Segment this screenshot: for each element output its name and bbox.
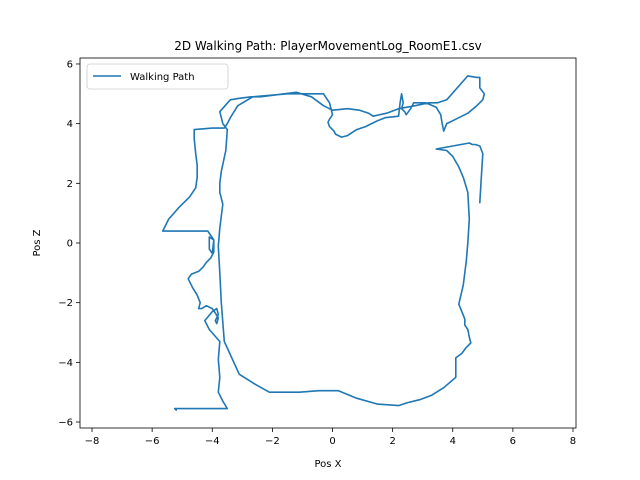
x-tick-label: −6: [145, 436, 160, 447]
x-tick-label: 4: [450, 436, 456, 447]
x-tick-label: 6: [510, 436, 516, 447]
x-axis: −8 −6 −4 −2 0 2 4 6 8: [85, 428, 576, 447]
x-tick-label: −2: [265, 436, 280, 447]
y-tick-label: 4: [67, 119, 73, 130]
plot-area: [161, 75, 486, 411]
x-tick-label: −8: [85, 436, 100, 447]
x-tick-label: 2: [389, 436, 395, 447]
x-tick-label: 8: [570, 436, 576, 447]
y-tick-label: 6: [67, 59, 73, 70]
legend: Walking Path: [86, 63, 229, 90]
x-tick-label: 0: [329, 436, 335, 447]
y-tick-label: −6: [58, 418, 73, 429]
y-tick-label: 2: [67, 179, 73, 190]
x-tick-label: −4: [205, 436, 220, 447]
y-axis-label: Pos Z: [32, 229, 43, 256]
y-tick-label: −2: [58, 298, 73, 309]
chart-title: 2D Walking Path: PlayerMovementLog_RoomE…: [174, 39, 482, 53]
y-axis: −6 −4 −2 0 2 4 6: [58, 59, 80, 429]
x-axis-label: Pos X: [314, 459, 341, 470]
legend-label-walking-path: Walking Path: [130, 72, 195, 83]
y-tick-label: −4: [58, 358, 73, 369]
legend-box: [86, 63, 229, 90]
series-line-walking-path: [161, 75, 486, 411]
y-tick-label: 0: [67, 239, 73, 250]
